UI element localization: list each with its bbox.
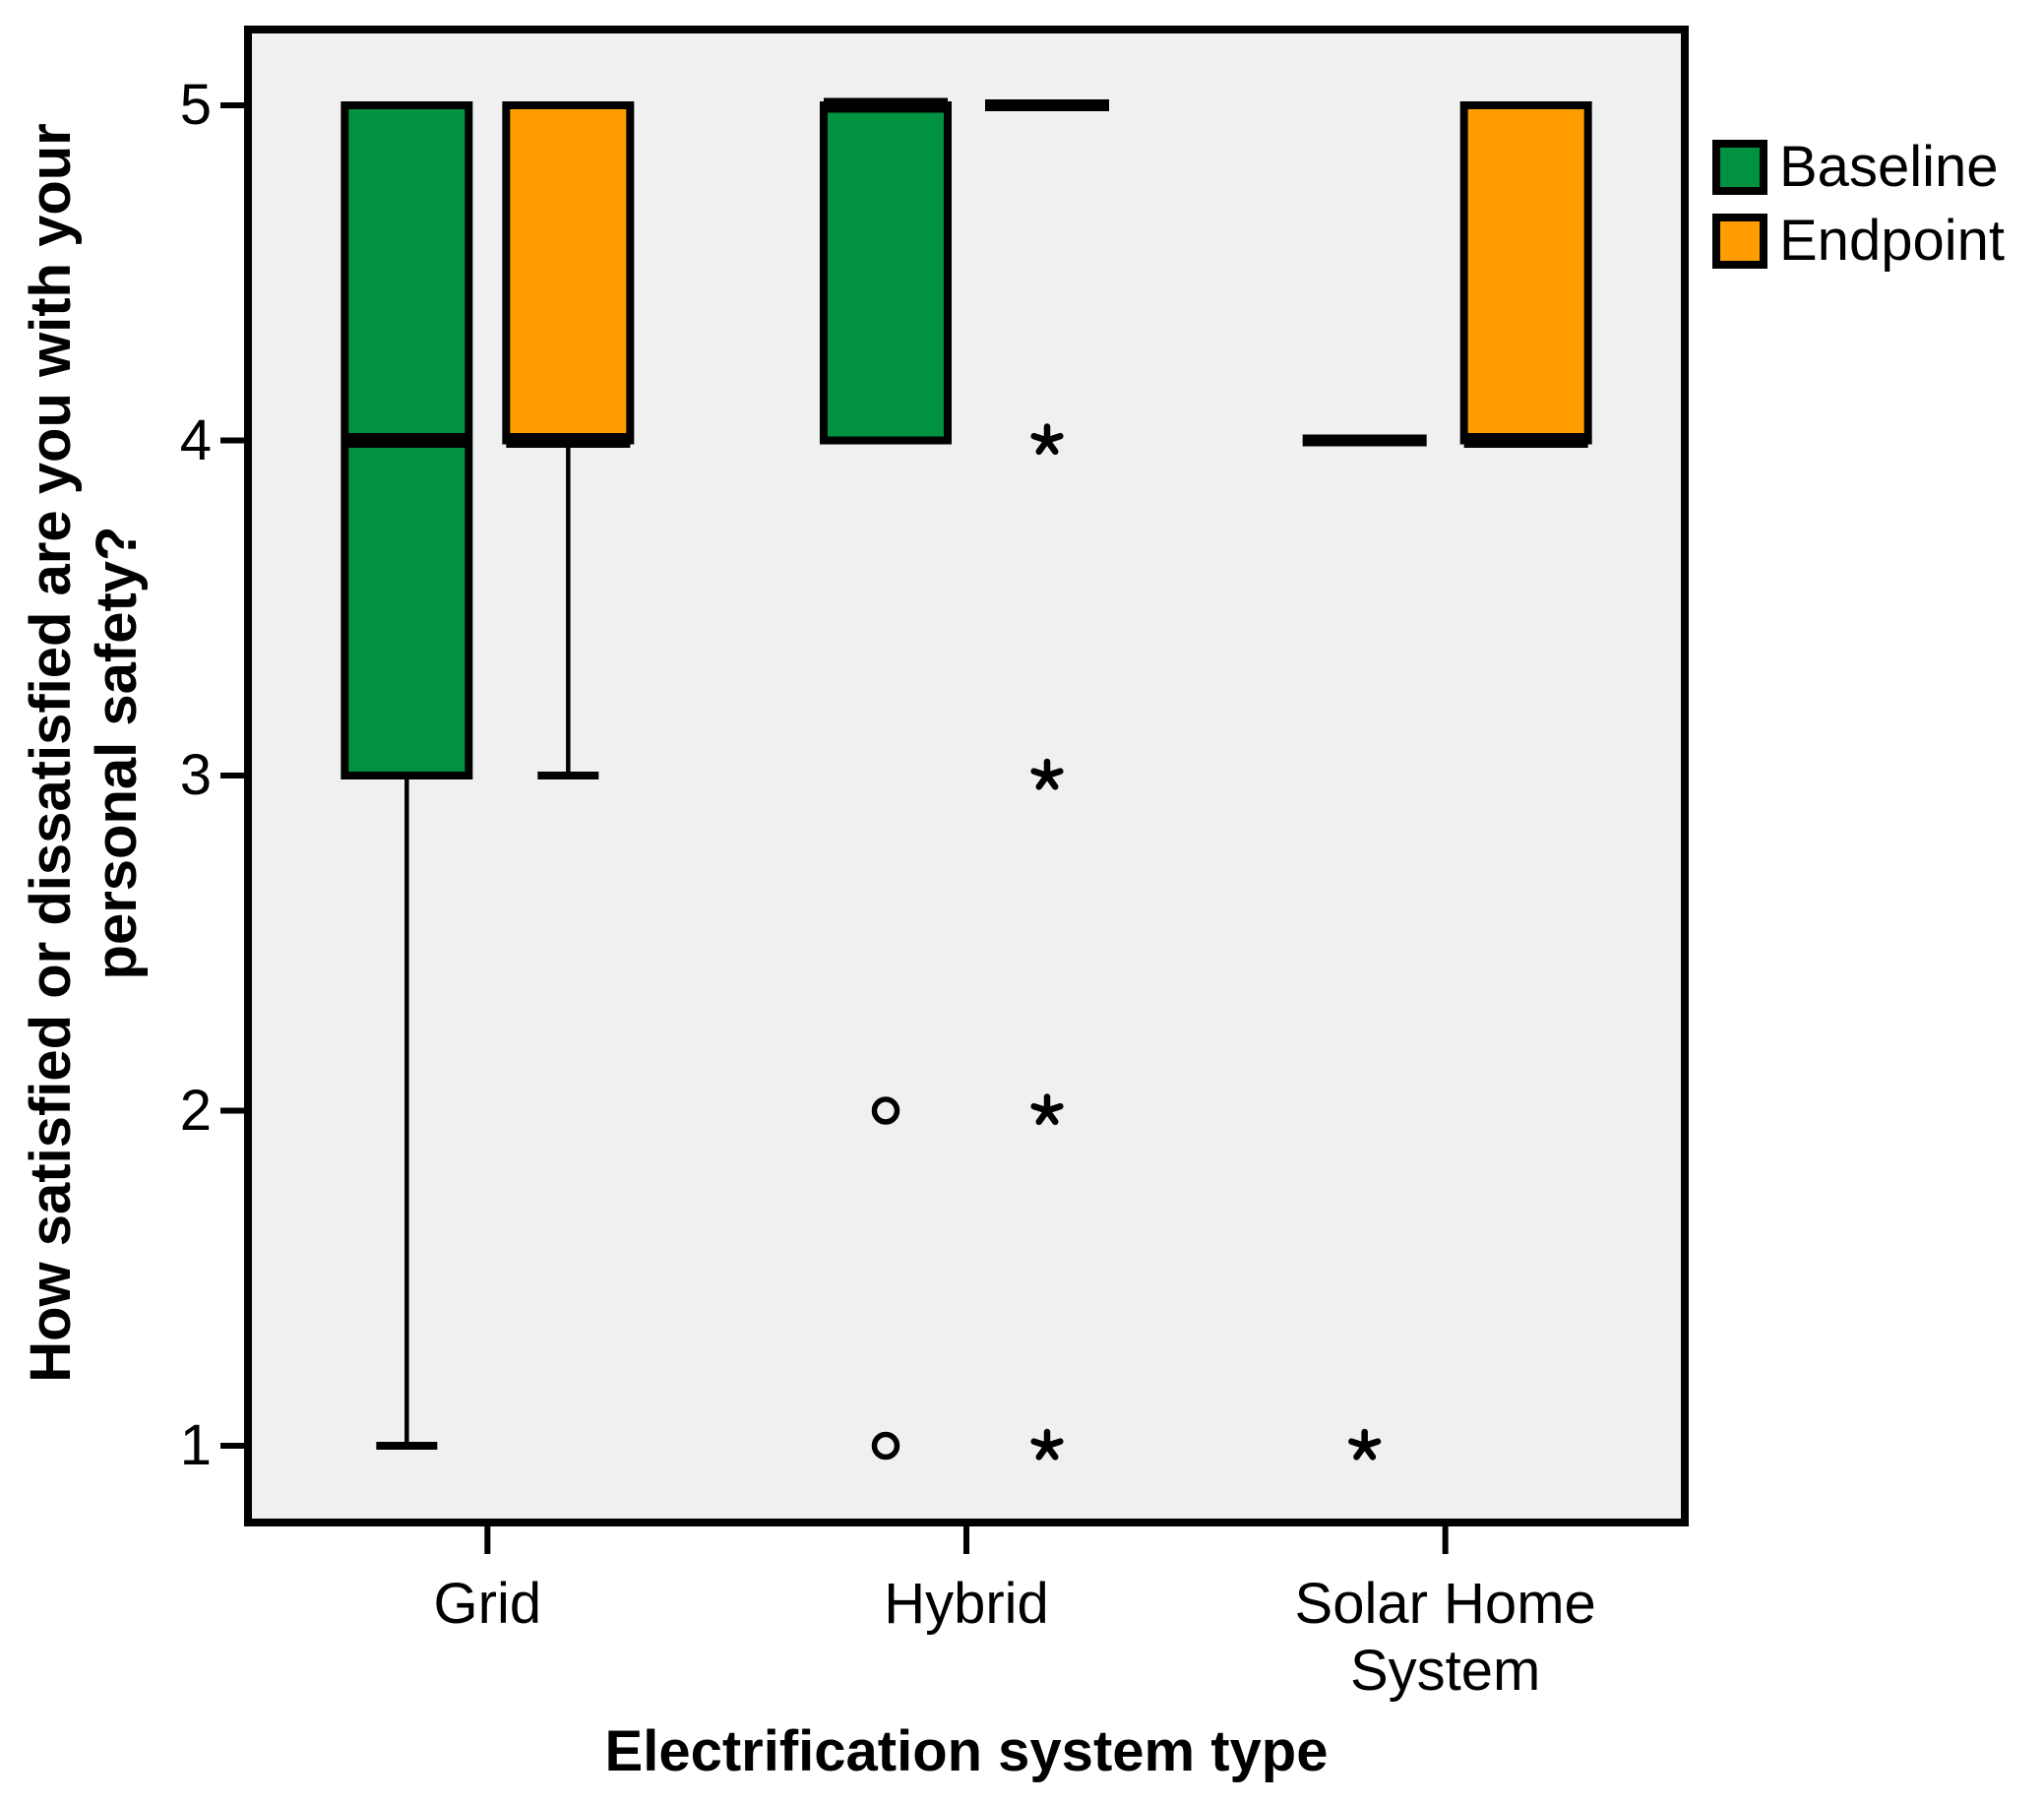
box-hybrid-baseline: [820, 101, 952, 445]
extreme-asterisk-hybrid-endpoint-4: [1030, 423, 1064, 456]
box-solar-home-system-endpoint: [1459, 101, 1592, 445]
x-category-label-grid: Grid: [433, 1572, 542, 1636]
baseline-color-swatch: [1712, 140, 1767, 195]
outlier-circle-hybrid-baseline-2: [871, 1096, 900, 1125]
plot-area: [244, 26, 1689, 1526]
endpoint-color-swatch: [1712, 214, 1767, 269]
x-axis-title: Electrification system type: [604, 1719, 1329, 1783]
legend-item-endpoint: Endpoint: [1712, 213, 2005, 270]
x-category-label-hybrid: Hybrid: [884, 1572, 1049, 1636]
y-tick-label-2: 2: [179, 1078, 212, 1143]
y-tick-label-3: 3: [179, 743, 212, 807]
extreme-asterisk-hybrid-endpoint-2: [1030, 1093, 1064, 1126]
legend-item-baseline: Baseline: [1712, 139, 2005, 196]
extreme-asterisk-hybrid-endpoint-3: [1030, 758, 1064, 790]
box-grid-endpoint: [502, 101, 635, 445]
legend-label-baseline: Baseline: [1779, 135, 1999, 199]
extreme-asterisk-solar-home-system-baseline-1: [1348, 1428, 1382, 1461]
extreme-asterisk-hybrid-endpoint-1: [1030, 1428, 1064, 1461]
x-category-label-solar-home-system: Solar Home System: [1294, 1572, 1596, 1703]
y-tick-label-1: 1: [179, 1413, 212, 1477]
outlier-circle-hybrid-baseline-1: [871, 1431, 900, 1461]
legend: Baseline Endpoint: [1712, 139, 2005, 270]
y-tick-label-4: 4: [179, 407, 212, 472]
y-tick-label-5: 5: [179, 73, 212, 137]
legend-label-endpoint: Endpoint: [1779, 209, 2005, 273]
